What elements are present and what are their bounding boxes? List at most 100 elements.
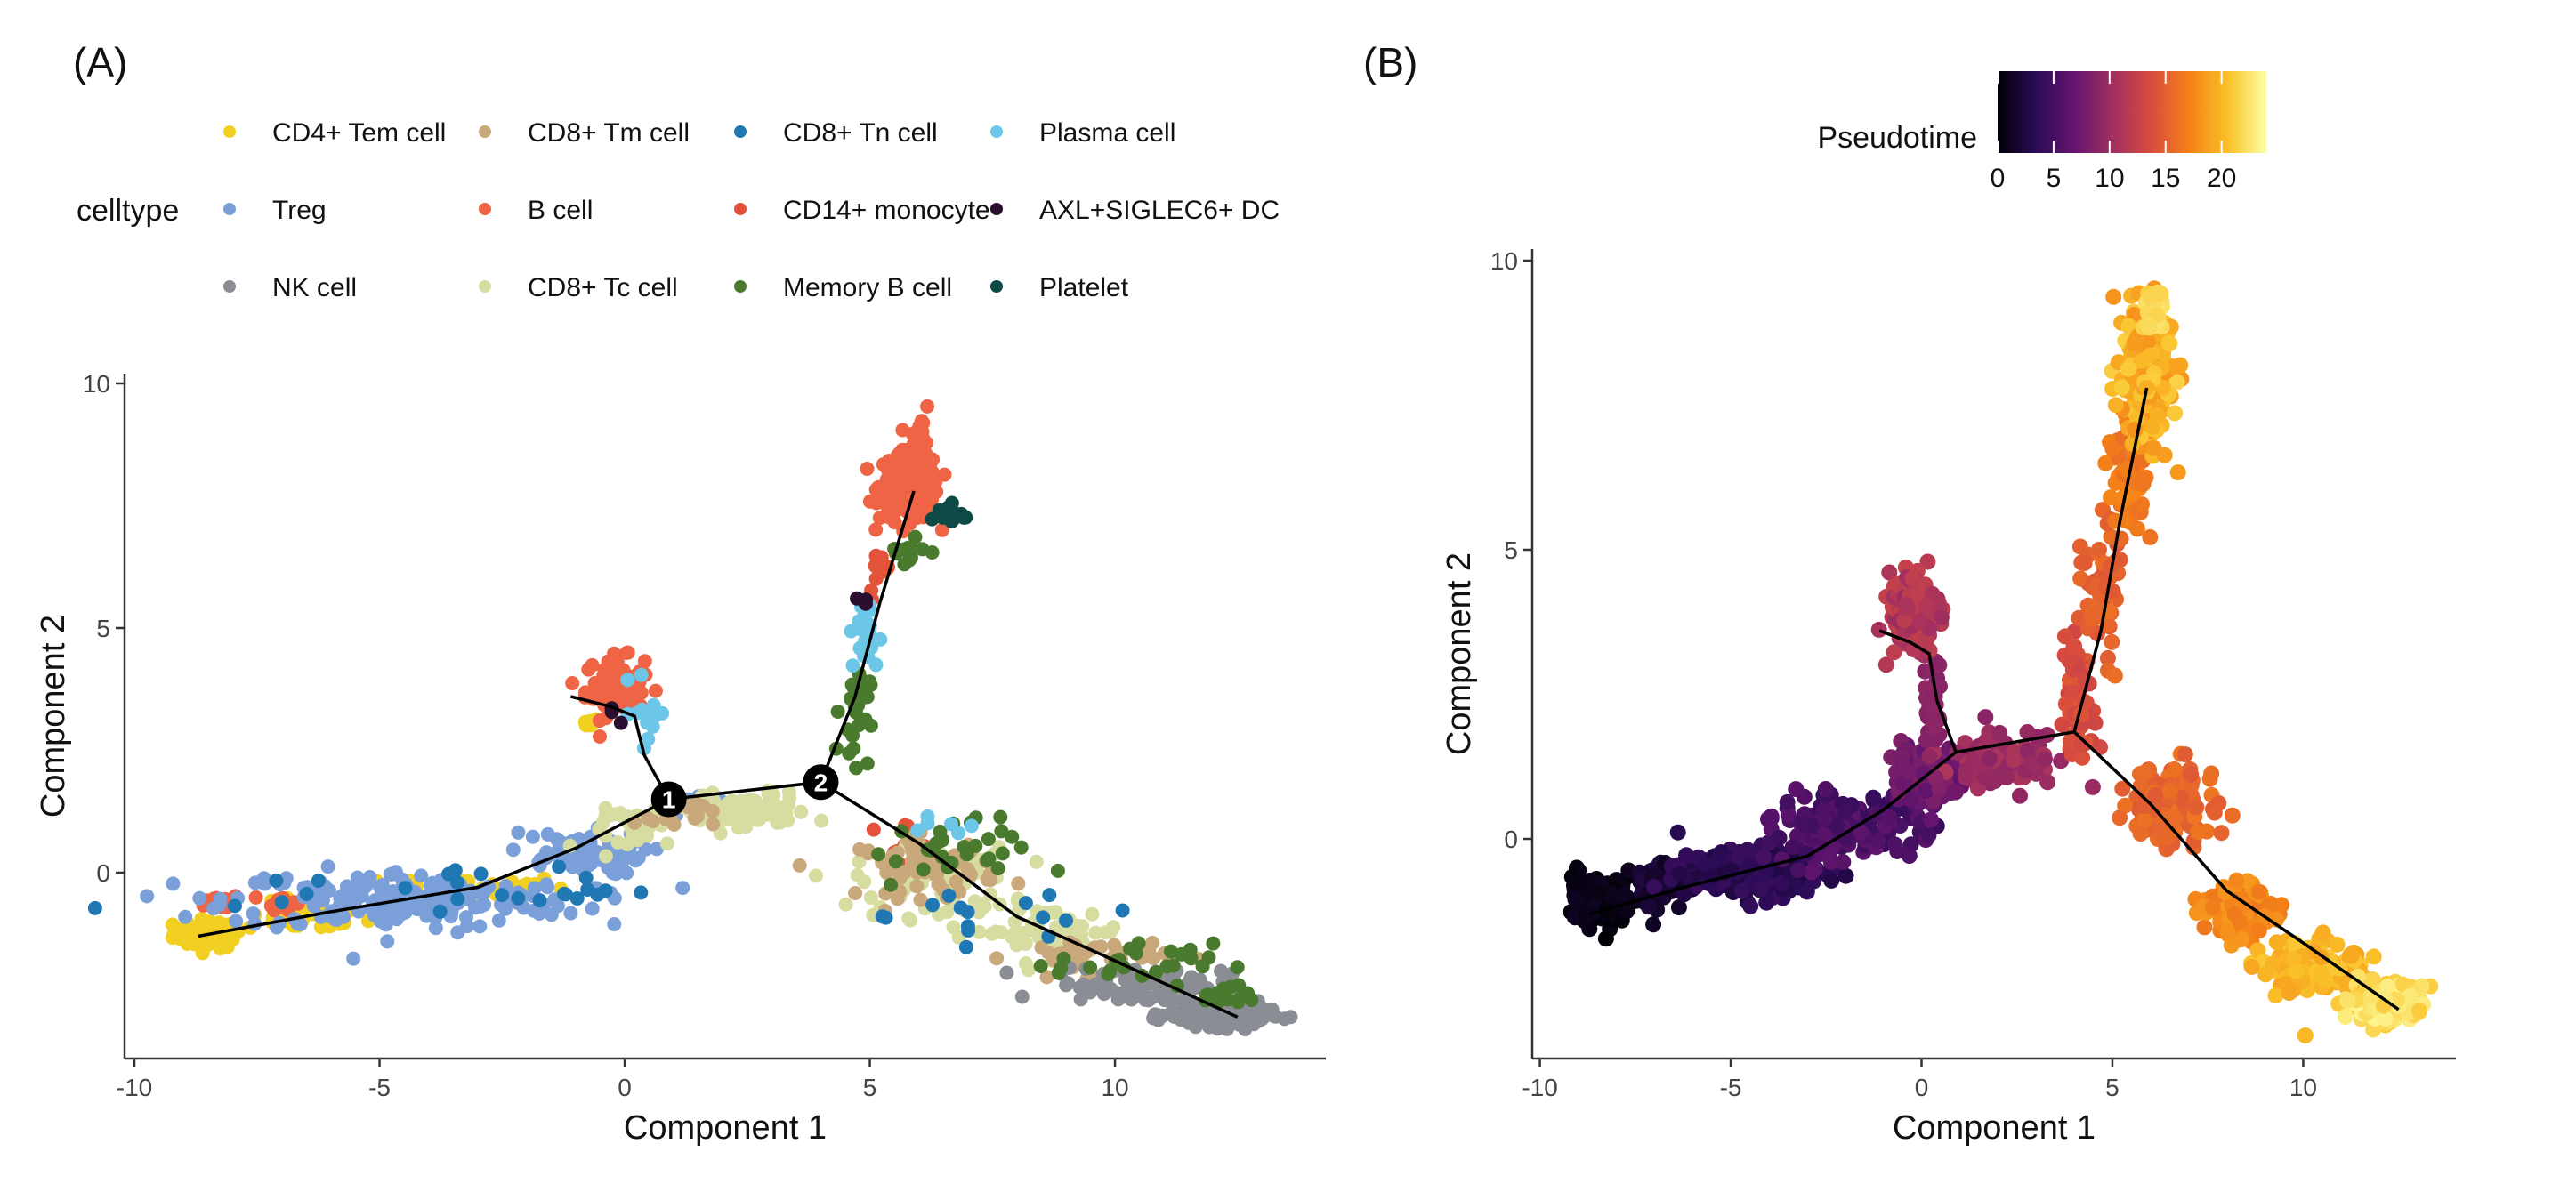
cell-point — [2132, 826, 2149, 842]
legend-label: CD8+ Tm cell — [528, 118, 690, 148]
legend-item: CD4+ Tem cell — [223, 118, 446, 148]
cell-point — [1183, 973, 1197, 988]
cell-point — [868, 522, 884, 537]
cell-point — [2204, 899, 2221, 916]
cell-point — [2023, 755, 2040, 772]
cell-point — [960, 919, 975, 934]
cell-point — [2112, 552, 2128, 568]
cell-point — [984, 926, 999, 941]
cell-point — [1056, 951, 1071, 966]
trajectory-branch — [2072, 387, 2149, 733]
cell-point — [2265, 955, 2281, 972]
cell-point — [511, 825, 526, 840]
trajectory-branch — [1588, 730, 2075, 916]
cell-point — [1915, 765, 1932, 782]
cell-point — [1050, 863, 1065, 878]
cell-point — [860, 756, 875, 771]
cell-point — [607, 917, 622, 931]
cell-point — [2226, 906, 2243, 922]
cell-point — [269, 874, 284, 888]
panel-a-y-axis-title: Component 2 — [35, 615, 72, 818]
cell-point — [178, 909, 193, 924]
cell-point — [2140, 317, 2157, 334]
cell-point — [814, 813, 829, 828]
legend-swatch — [734, 125, 747, 138]
panel-b-plot: -10 -5 0 5 10 0 5 10 Component 1 Component 2 — [1441, 247, 2456, 1147]
cell-point — [2112, 809, 2128, 826]
panel-b-y-axis-title: Component 2 — [1441, 552, 1478, 755]
cell-point — [1889, 842, 1906, 859]
cell-point — [2061, 652, 2078, 669]
cell-point — [1739, 842, 1756, 858]
x-tick-label: 10 — [2289, 1074, 2317, 1101]
cell-point — [1753, 881, 1770, 898]
cell-point — [2147, 787, 2164, 804]
cell-point — [2107, 397, 2124, 414]
cell-point — [398, 881, 413, 896]
cell-point — [511, 890, 526, 906]
x-tick-label: -5 — [368, 1074, 391, 1101]
cell-point — [356, 881, 371, 896]
cell-point — [848, 886, 863, 900]
x-tick-label: 5 — [2105, 1074, 2120, 1101]
cell-point — [1881, 564, 1898, 581]
cell-point — [888, 854, 903, 869]
cell-point — [595, 815, 610, 830]
legend-swatch — [734, 203, 747, 215]
cell-point — [1580, 906, 1597, 923]
cell-point — [2103, 489, 2119, 506]
cell-point — [934, 522, 949, 537]
cell-point — [2019, 724, 2036, 740]
cell-point — [1073, 992, 1088, 1007]
legend-swatch — [990, 125, 1003, 138]
cell-point — [2297, 1027, 2314, 1043]
legend-label: Plasma cell — [1039, 118, 1175, 148]
cell-point — [2161, 335, 2178, 352]
cell-point — [2228, 873, 2245, 890]
cell-point — [645, 719, 660, 734]
cell-point — [2167, 405, 2184, 422]
panel-a-label: (A) — [73, 39, 127, 85]
cell-point — [844, 624, 859, 639]
cell-point — [1982, 750, 1998, 767]
cell-point — [2188, 799, 2205, 816]
cell-point — [140, 889, 155, 904]
cell-point — [650, 842, 664, 857]
cell-point — [2159, 829, 2176, 846]
cell-point — [274, 895, 289, 910]
legend-item: Treg — [223, 196, 327, 225]
x-tick-label: -10 — [1522, 1074, 1557, 1101]
cell-point — [792, 858, 807, 873]
cell-point — [860, 462, 875, 476]
legend-swatch — [479, 125, 491, 138]
cell-point — [540, 826, 555, 842]
cell-point — [585, 901, 600, 916]
cell-point — [1918, 783, 1934, 800]
cell-point — [842, 745, 857, 761]
cell-point — [990, 861, 1005, 876]
cell-point — [1999, 769, 2015, 785]
cell-point — [613, 715, 628, 730]
legend-item: Plasma cell — [990, 118, 1175, 148]
cell-point — [916, 862, 931, 877]
cell-point — [851, 718, 866, 733]
cell-point — [640, 828, 655, 843]
cell-point — [527, 881, 542, 896]
cell-point — [2285, 951, 2302, 968]
cell-point — [999, 965, 1014, 980]
colorbar-tick-label: 0 — [1991, 164, 2006, 193]
cell-point — [388, 865, 403, 880]
panel-a-trajectory — [198, 490, 1239, 1019]
cell-point — [1005, 829, 1020, 844]
cell-point — [913, 892, 928, 907]
cell-point — [1211, 994, 1226, 1009]
cell-point — [2379, 978, 2396, 995]
cell-point — [937, 467, 952, 482]
legend-swatch — [990, 280, 1003, 293]
legend-label: Platelet — [1039, 273, 1129, 302]
x-tick-label: 10 — [1101, 1074, 1128, 1101]
cell-point — [1901, 763, 1918, 780]
cell-point — [1835, 854, 1852, 870]
cell-point — [2206, 804, 2223, 821]
cell-point — [1115, 903, 1130, 918]
